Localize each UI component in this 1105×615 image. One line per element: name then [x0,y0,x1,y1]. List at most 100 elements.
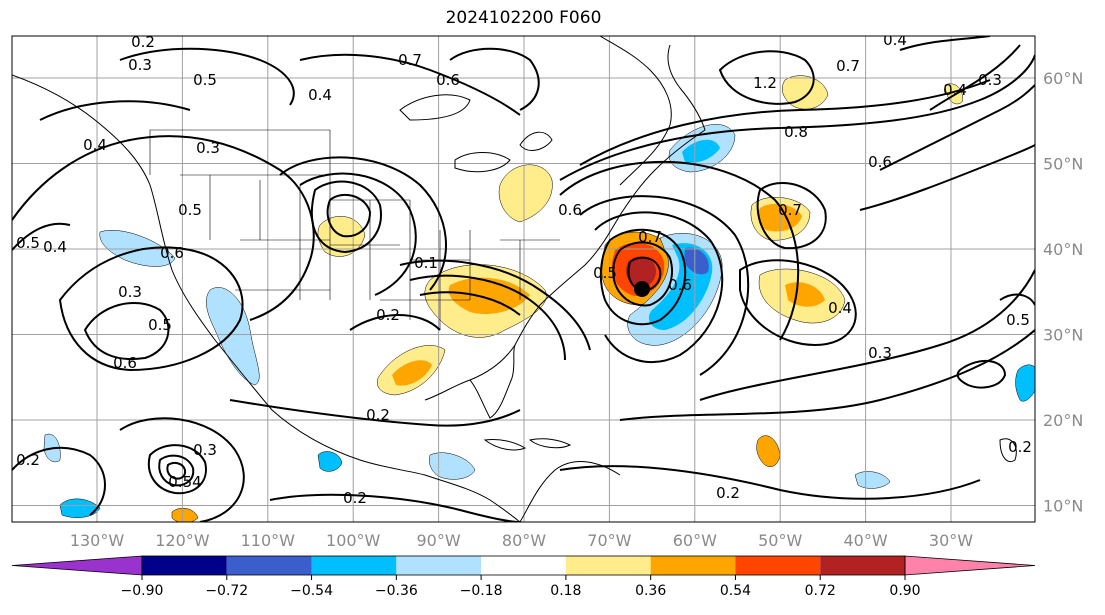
colorbar-segment [565,556,651,575]
cyclone-positive-core [626,256,656,288]
longitude-label: 50°W [758,531,802,550]
negative-patch-pacific-nw [99,230,176,267]
contour-value-label: 0.7 [638,228,662,246]
colorbar-extend-min [11,555,143,576]
contour-value-label: 0.2 [131,33,155,51]
positive-patch-east-us-core [448,277,530,315]
contour-value-label: 0.6 [113,354,137,372]
positive-patch-great-lakes [498,164,553,223]
negative-patch-far-east [1015,364,1035,402]
contour-value-label: 0.3 [978,71,1002,89]
colorbar-tick-label: −0.54 [290,583,333,599]
negative-patch-southwest [59,498,101,518]
contour-value-label: 0.4 [943,81,967,99]
contour-value-label: 0.6 [868,153,892,171]
contour-value-label: 0.7 [778,201,802,219]
negative-patch-labrador-core [682,139,720,163]
longitude-label: 120°W [155,531,210,550]
colorbar-segment [142,556,227,575]
longitude-label: 90°W [417,531,461,550]
contour-value-label: 0.5 [593,264,617,282]
cyclone-negative-core [684,247,709,275]
contour-value-label: 0.4 [828,299,852,317]
contour-value-label: 0.3 [868,344,892,362]
colorbar-tick-label: 0.72 [805,583,836,599]
colorbar-segment [650,556,736,575]
contour-value-label: 0.4 [43,238,67,256]
contour-value-label: 0.5 [148,316,172,334]
contour-lines [12,36,1035,522]
coastlines [12,36,1017,522]
map-title: 2024102200 F060 [445,8,602,28]
contour-value-label: 0.2 [16,451,40,469]
contour-value-label: 0.54 [168,473,201,491]
map-frame [11,35,1036,523]
positive-patch-gulf-core [392,360,432,386]
colorbar-segment [735,556,821,575]
contour-value-label: 0.3 [196,139,220,157]
longitude-label: 130°W [70,531,125,550]
latitude-label: 60°N [1043,69,1083,88]
contour-value-label: 0.5 [16,234,40,252]
contour-value-label: 0.2 [1008,438,1032,456]
contour-value-label: 1.2 [753,74,777,92]
contour-value-label: 0.7 [836,57,860,75]
negative-patch-baja [206,287,260,386]
contour-value-label: 0.8 [784,123,808,141]
longitude-label: 30°W [929,531,973,550]
colorbar-tick-label: 0.90 [889,583,920,599]
latitude-label: 20°N [1043,411,1083,430]
latitude-label: 50°N [1043,155,1083,174]
contour-value-label: 0.2 [366,406,390,424]
longitude-label: 80°W [502,531,546,550]
colorbar-tick-label: −0.36 [375,583,418,599]
contour-labels: 0.20.30.50.40.70.60.30.40.50.60.30.50.60… [16,31,1032,507]
latitude-labels: 60°N 50°N 40°N 30°N 20°N 10°N [1043,69,1083,516]
colorbar-segment [820,556,905,575]
contour-value-label: 0.4 [83,136,107,154]
latitude-label: 10°N [1043,497,1083,516]
negative-patch-caribbean [429,452,476,480]
contour-value-label: 0.6 [558,201,582,219]
negative-patch-mid-atlantic [854,471,891,489]
colorbar-segment [396,556,482,575]
colorbar-tick-label: 0.18 [550,583,581,599]
cyclone-center-marker [634,281,650,297]
positive-patch-pacific-south [171,507,199,522]
longitude-labels: 130°W 120°W 110°W 100°W 90°W 80°W 70°W 60°W 50°W… [70,531,973,550]
colorbar-tick-label: −0.72 [205,583,248,599]
contour-value-label: 0.5 [193,71,217,89]
contour-value-label: 0.5 [1006,311,1030,329]
contour-value-label: 0.3 [128,56,152,74]
latitude-label: 40°N [1043,240,1083,259]
contour-value-label: 0.5 [178,201,202,219]
contour-value-label: 0.3 [118,283,142,301]
longitude-label: 70°W [587,531,631,550]
colorbar-extend-max [904,555,1036,576]
longitude-label: 60°W [673,531,717,550]
colorbar-tick-label: 0.54 [720,583,751,599]
contour-value-label: 0.2 [376,306,400,324]
contour-value-label: 0.7 [398,51,422,69]
colorbar-segment [311,556,397,575]
colorbar-segment [481,556,566,575]
negative-patch-east-pacific [317,451,343,472]
contour-value-label: 0.4 [308,86,332,104]
contour-value-label: 0.2 [716,484,740,502]
colorbar-segment [226,556,312,575]
contour-value-label: 0.6 [668,276,692,294]
colorbar-tick-label: 0.36 [635,583,666,599]
contour-value-label: 0.6 [160,244,184,262]
latitude-label: 30°N [1043,326,1083,345]
contour-value-label: 0.3 [193,441,217,459]
colorbar-tick-label: −0.90 [121,583,164,599]
colorbar: −0.90 −0.72 −0.54 −0.36 −0.18 0.18 0.36 0.54 0.7… [11,555,1036,599]
colorbar-tick-label: −0.18 [460,583,503,599]
contour-value-label: 0.4 [883,31,907,49]
contour-value-label: 0.1 [414,254,438,272]
contour-value-label: 0.6 [436,71,460,89]
longitude-label: 110°W [241,531,296,550]
longitude-label: 100°W [326,531,381,550]
contour-value-label: 0.2 [343,489,367,507]
